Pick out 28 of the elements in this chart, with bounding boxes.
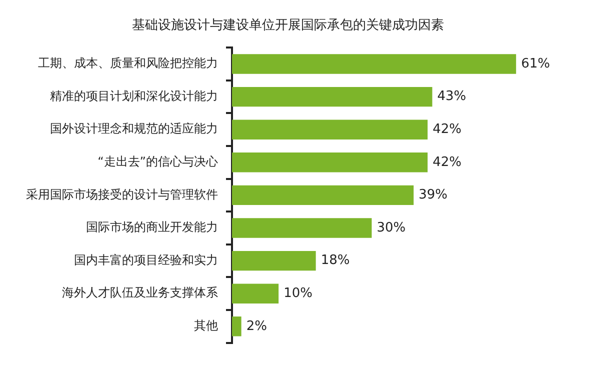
data-label: 43% xyxy=(437,89,466,104)
data-label: 42% xyxy=(432,154,462,170)
bar xyxy=(232,86,432,107)
bar xyxy=(232,218,372,238)
y-tick-label: 国际市场的商业开发能力 xyxy=(86,220,218,234)
data-label: 2% xyxy=(246,318,267,334)
chart-title: 基础设施设计与建设单位开展国际承包的关键成功因素 xyxy=(132,18,444,34)
y-tick-label: 国外设计理念和规范的适应能力 xyxy=(50,122,218,136)
data-label: 42% xyxy=(432,122,462,137)
y-tick-label: 其他 xyxy=(194,318,218,333)
bar xyxy=(232,316,242,336)
data-label: 39% xyxy=(418,188,448,203)
y-tick-label: 海外人才队伍及业务支撑体系 xyxy=(62,286,218,300)
y-tick-label: 精准的项目计划和深化设计能力 xyxy=(50,88,218,103)
data-label: 30% xyxy=(376,220,406,236)
data-label: 61% xyxy=(521,56,550,72)
bar xyxy=(232,120,428,140)
bar xyxy=(232,284,279,304)
bar xyxy=(232,250,316,271)
data-label: 18% xyxy=(320,253,350,268)
y-tick-label: 国内丰富的项目经验和实力 xyxy=(74,252,218,267)
y-tick-label: 工期、成本、质量和风险把控能力 xyxy=(38,56,218,70)
bar xyxy=(232,152,428,172)
bar xyxy=(232,185,414,206)
y-tick-label: 采用国际市场接受的设计与管理软件 xyxy=(26,187,218,202)
data-label: 10% xyxy=(284,286,312,301)
y-tick-label: “走出去”的信心与决心 xyxy=(98,154,218,169)
bar xyxy=(232,54,516,74)
